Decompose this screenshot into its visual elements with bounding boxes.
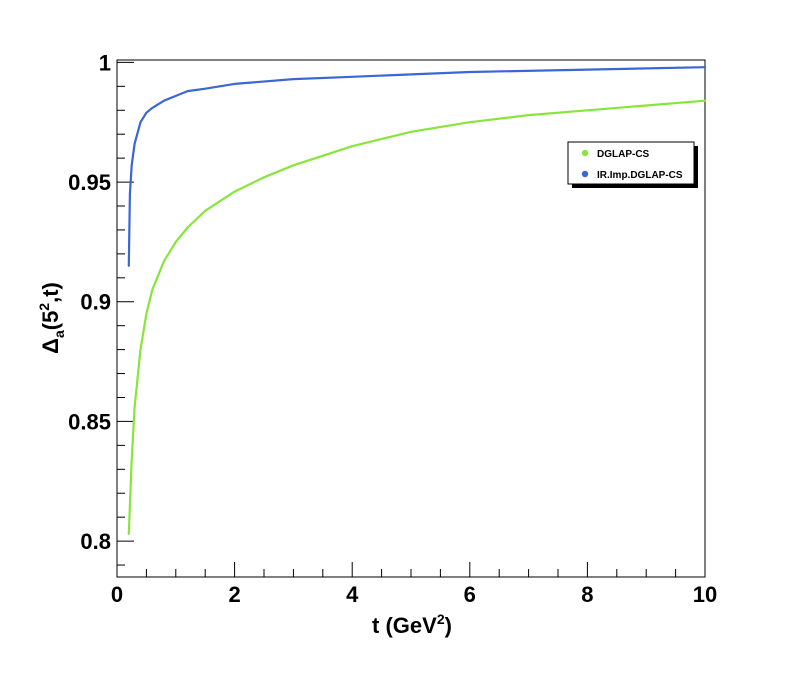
- axis-tick-labels: 0 2 4 6 8 10 0.8 0.85 0.9 0.95 1: [68, 50, 717, 607]
- x-axis-title-main: t (GeV: [372, 613, 437, 638]
- legend-marker-irimp: [581, 170, 589, 178]
- x-tick-label: 6: [464, 582, 476, 607]
- y-axis-title-open: (5: [38, 311, 63, 331]
- y-tick-label: 0.8: [80, 529, 111, 554]
- x-tick-label: 8: [581, 582, 593, 607]
- legend-marker-dglap: [581, 149, 589, 157]
- y-tick-label: 0.95: [68, 170, 111, 195]
- series-line-0: [127, 99, 707, 536]
- y-axis-title: Δa(52,t): [36, 282, 67, 354]
- y-tick-label: 0.85: [68, 409, 111, 434]
- x-tick-label: 0: [111, 582, 123, 607]
- axis-ticks: [116, 61, 706, 577]
- x-tick-label: 4: [346, 582, 359, 607]
- series-lines: [127, 66, 707, 536]
- x-tick-label: 10: [693, 582, 717, 607]
- y-axis-title-subscript: a: [51, 330, 67, 338]
- y-axis-title-delta: Δ: [38, 338, 63, 354]
- legend: DGLAP-CS IR.Imp.DGLAP-CS: [567, 141, 698, 188]
- y-axis-title-close: ,t): [38, 282, 63, 303]
- x-axis-title-superscript: 2: [437, 611, 445, 627]
- x-tick-label: 2: [228, 582, 240, 607]
- y-tick-label: 1: [99, 50, 111, 75]
- legend-label-irimp: IR.Imp.DGLAP-CS: [597, 170, 683, 181]
- y-axis-title-superscript: 2: [36, 303, 52, 311]
- x-axis-title: t (GeV2): [372, 611, 452, 638]
- x-axis-title-close: ): [445, 613, 452, 638]
- plot-frame: [116, 59, 706, 578]
- series-line-1: [127, 66, 707, 267]
- legend-box: [567, 141, 695, 185]
- y-tick-label: 0.9: [80, 290, 111, 315]
- legend-label-dglap: DGLAP-CS: [597, 149, 650, 160]
